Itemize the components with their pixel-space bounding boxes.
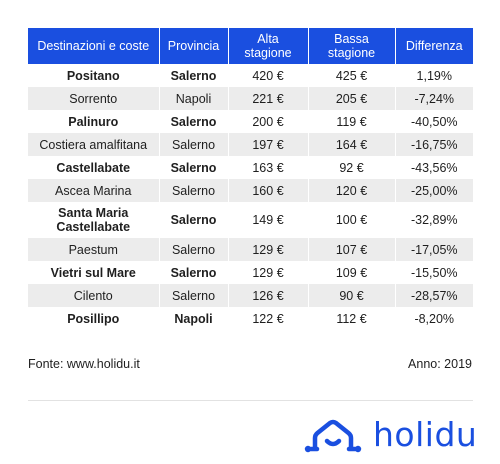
cell-difference: -32,89% bbox=[394, 202, 473, 238]
cell-destination: Castellabate bbox=[28, 156, 159, 179]
cell-province: Salerno bbox=[158, 261, 228, 284]
cell-destination: Posillipo bbox=[28, 307, 159, 330]
cell-low-season: 112 € bbox=[307, 307, 395, 330]
cell-destination: Ascea Marina bbox=[28, 179, 159, 202]
cell-province: Salerno bbox=[158, 202, 228, 238]
cell-high-season: 129 € bbox=[227, 238, 308, 261]
cell-low-season: 107 € bbox=[307, 238, 395, 261]
cell-province: Salerno bbox=[158, 64, 228, 87]
cell-high-season: 221 € bbox=[227, 87, 308, 110]
cell-province: Napoli bbox=[158, 307, 228, 330]
cell-difference: -43,56% bbox=[394, 156, 473, 179]
table-row: Posillipo Napoli 122 € 112 € -8,20% bbox=[28, 307, 473, 330]
cell-difference: -17,05% bbox=[394, 238, 473, 261]
price-table: Destinazioni e coste Provincia Alta stag… bbox=[28, 28, 473, 330]
brand-logo: holidu bbox=[303, 414, 478, 456]
cell-province: Salerno bbox=[158, 179, 228, 202]
cell-difference: -8,20% bbox=[394, 307, 473, 330]
cell-low-season: 100 € bbox=[307, 202, 395, 238]
cell-high-season: 200 € bbox=[227, 110, 308, 133]
table-header-row: Destinazioni e coste Provincia Alta stag… bbox=[28, 28, 473, 64]
cell-low-season: 109 € bbox=[307, 261, 395, 284]
table-row: Vietri sul Mare Salerno 129 € 109 € -15,… bbox=[28, 261, 473, 284]
header-difference: Differenza bbox=[394, 28, 473, 64]
price-table-container: Destinazioni e coste Provincia Alta stag… bbox=[28, 28, 473, 330]
cell-difference: -25,00% bbox=[394, 179, 473, 202]
cell-destination: Sorrento bbox=[28, 87, 159, 110]
cell-high-season: 149 € bbox=[227, 202, 308, 238]
table-row: Santa Maria Castellabate Salerno 149 € 1… bbox=[28, 202, 473, 238]
cell-high-season: 126 € bbox=[227, 284, 308, 307]
cell-high-season: 129 € bbox=[227, 261, 308, 284]
cell-difference: -28,57% bbox=[394, 284, 473, 307]
cell-difference: -40,50% bbox=[394, 110, 473, 133]
cell-difference: -15,50% bbox=[394, 261, 473, 284]
cell-difference: -7,24% bbox=[394, 87, 473, 110]
cell-low-season: 425 € bbox=[307, 64, 395, 87]
cell-destination: Vietri sul Mare bbox=[28, 261, 159, 284]
cell-high-season: 197 € bbox=[227, 133, 308, 156]
cell-destination: Cilento bbox=[28, 284, 159, 307]
cell-low-season: 205 € bbox=[307, 87, 395, 110]
table-row: Costiera amalfitana Salerno 197 € 164 € … bbox=[28, 133, 473, 156]
cell-destination: Santa Maria Castellabate bbox=[28, 202, 159, 238]
cell-difference: -16,75% bbox=[394, 133, 473, 156]
cell-low-season: 120 € bbox=[307, 179, 395, 202]
cell-province: Salerno bbox=[158, 284, 228, 307]
cell-low-season: 92 € bbox=[307, 156, 395, 179]
cell-destination: Costiera amalfitana bbox=[28, 133, 159, 156]
source-note: Fonte: www.holidu.it bbox=[28, 357, 140, 371]
house-icon bbox=[304, 419, 362, 453]
cell-destination: Palinuro bbox=[28, 110, 159, 133]
cell-destination: Positano bbox=[28, 64, 159, 87]
table-row: Palinuro Salerno 200 € 119 € -40,50% bbox=[28, 110, 473, 133]
cell-low-season: 164 € bbox=[307, 133, 395, 156]
header-low-season: Bassa stagione bbox=[307, 28, 395, 64]
header-high-season: Alta stagione bbox=[227, 28, 308, 64]
cell-high-season: 122 € bbox=[227, 307, 308, 330]
cell-high-season: 163 € bbox=[227, 156, 308, 179]
table-row: Cilento Salerno 126 € 90 € -28,57% bbox=[28, 284, 473, 307]
table-row: Paestum Salerno 129 € 107 € -17,05% bbox=[28, 238, 473, 261]
table-row: Castellabate Salerno 163 € 92 € -43,56% bbox=[28, 156, 473, 179]
cell-province: Salerno bbox=[158, 133, 228, 156]
cell-low-season: 119 € bbox=[307, 110, 395, 133]
cell-high-season: 160 € bbox=[227, 179, 308, 202]
header-destination: Destinazioni e coste bbox=[28, 28, 159, 64]
cell-province: Napoli bbox=[158, 87, 228, 110]
table-row: Ascea Marina Salerno 160 € 120 € -25,00% bbox=[28, 179, 473, 202]
cell-province: Salerno bbox=[158, 156, 228, 179]
table-row: Sorrento Napoli 221 € 205 € -7,24% bbox=[28, 87, 473, 110]
brand-name: holidu bbox=[373, 415, 478, 454]
cell-high-season: 420 € bbox=[227, 64, 308, 87]
cell-difference: 1,19% bbox=[394, 64, 473, 87]
cell-province: Salerno bbox=[158, 110, 228, 133]
footer-divider bbox=[28, 400, 473, 401]
year-note: Anno: 2019 bbox=[408, 357, 472, 371]
table-row: Positano Salerno 420 € 425 € 1,19% bbox=[28, 64, 473, 87]
header-province: Provincia bbox=[158, 28, 228, 64]
cell-low-season: 90 € bbox=[307, 284, 395, 307]
cell-province: Salerno bbox=[158, 238, 228, 261]
cell-destination: Paestum bbox=[28, 238, 159, 261]
